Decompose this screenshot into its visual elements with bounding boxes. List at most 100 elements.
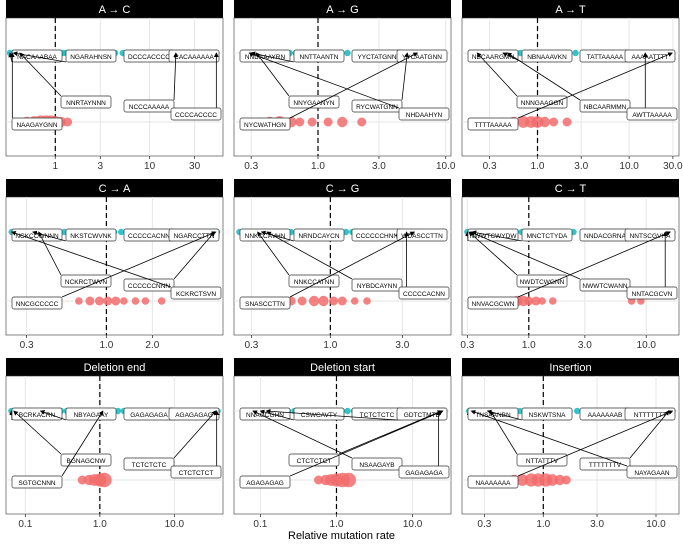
annotation-label: NNTSCGVHA [630,233,671,240]
x-tick-label: 1 [53,161,59,172]
annotation-box [60,95,112,109]
annotation-label: NNYGAANYN [293,100,334,107]
annotation-box [170,107,222,121]
annotation-arrow [517,52,673,119]
lower-point [357,117,367,127]
x-tick-label: 3.0 [590,519,604,530]
facet-5: C → T 0.3 1.0 3.0 10.0 NWWTCWYDW MNCTCTYDA NNDA… [460,179,680,351]
upper-point [344,407,351,415]
annotation-box [398,107,450,121]
x-tick-label: 1.0 [330,519,344,530]
x-tick-label: 3.0 [578,340,592,351]
annotation-box [239,475,291,489]
annotation-label: NSKWTSNA [529,412,567,419]
annotation-label: NNCGCCCCC [16,301,59,308]
annotation-box [579,99,631,113]
plot-area [5,196,224,336]
annotation-label: AGAGAGAG [175,412,213,419]
annotation-arrow [289,231,416,298]
annotation-box [11,296,63,310]
annotation-box [65,49,117,63]
annotation-box [626,286,678,300]
x-tick-label: 1.0 [99,340,113,351]
lower-point [539,116,550,128]
x-tick-label: 30 [189,161,201,172]
annotation-box [521,228,573,242]
x-tick-label: 0.3 [244,340,258,351]
facet-2: A → T 0.3 1.0 3.0 10.0 30.0 NBCAARGMN NBNAAAVKN… [461,0,683,172]
annotation-label: TATTAAAAA [587,54,624,61]
annotation-box [11,475,63,489]
annotation-label: SNASCCTTN [245,301,285,308]
annotation-box [170,286,222,300]
annotation-arrow [173,231,215,280]
annotation-box [624,407,676,421]
annotation-label: NBCAARMMN [584,104,627,111]
annotation-label: RYCWATGNN [356,104,398,111]
lower-point [63,117,73,127]
x-tick-label: 0.3 [483,161,497,172]
annotation-label: NHDAAHYN [406,112,443,119]
annotation-box [65,407,117,421]
lower-point [308,295,320,307]
lower-point [103,296,113,306]
lower-point [341,472,357,488]
annotation-box [626,107,678,121]
annotation-arrow [19,52,62,97]
annotation-arrow [252,410,353,459]
annotation-arrow [13,410,62,455]
annotation-label: AAAAAAAB [588,412,623,419]
annotation-label: MNCTCTYDA [527,233,568,240]
annotation-box [293,407,345,421]
x-tick-label: 2.0 [145,340,159,351]
facet-3: C → A 0.3 1.0 2.0 NCKCCWNNN NKSTCWVNK CCCCCACN… [5,179,224,351]
upper-point [572,49,579,57]
lower-point [307,117,317,127]
annotation-arrow [517,231,671,298]
annotation-arrow [401,52,410,101]
upper-point [574,407,581,415]
facet-title: A → G [326,4,358,16]
annotation-label: CCCCACCCC [175,112,217,119]
x-tick-label: 0.1 [18,519,32,530]
x-tick-label: 10 [144,161,156,172]
annotation-arrow [289,52,419,119]
annotation-box [467,117,519,131]
annotation-box [521,49,573,63]
annotation-label: AGAGAGAG [246,480,284,487]
annotation-arrow [61,231,217,298]
annotation-arrow [248,52,400,109]
annotation-label: NBYAGAAY [74,412,109,419]
lower-point [363,297,371,305]
annotation-box [396,49,448,63]
plot-area [461,196,680,336]
x-tick-label: 0.3 [460,340,474,351]
facet-title: C → T [555,183,587,195]
annotation-label: NNAGCGHN [246,412,284,419]
annotation-label: NNKCCATNN [294,279,335,286]
lower-point [97,472,112,488]
lower-point [524,296,534,306]
lower-point [297,296,307,306]
facet-strip [234,0,451,18]
x-tick-label: 1.0 [311,161,325,172]
annotation-label: GDTCTMTD [404,412,441,419]
lower-point [337,296,347,306]
annotation-label: NTTTTTTT [634,412,667,419]
annotation-label: NNVACGCWN [472,301,515,308]
lower-point [131,297,140,305]
annotation-box [398,286,450,300]
annotation-box [293,49,345,63]
facet-strip [6,0,223,18]
annotation-label: CCCCCCHNN [356,233,399,240]
annotation-label: NRNDCAYCN [298,233,339,240]
annotation-label: BCRKACRN [19,412,56,419]
annotation-box [123,99,175,113]
annotation-label: CCCCCACNN [128,233,170,240]
x-tick-label: 10.0 [403,519,423,530]
x-tick-label: 10.0 [619,161,639,172]
annotation-box [239,296,291,310]
plot-area [461,375,680,515]
